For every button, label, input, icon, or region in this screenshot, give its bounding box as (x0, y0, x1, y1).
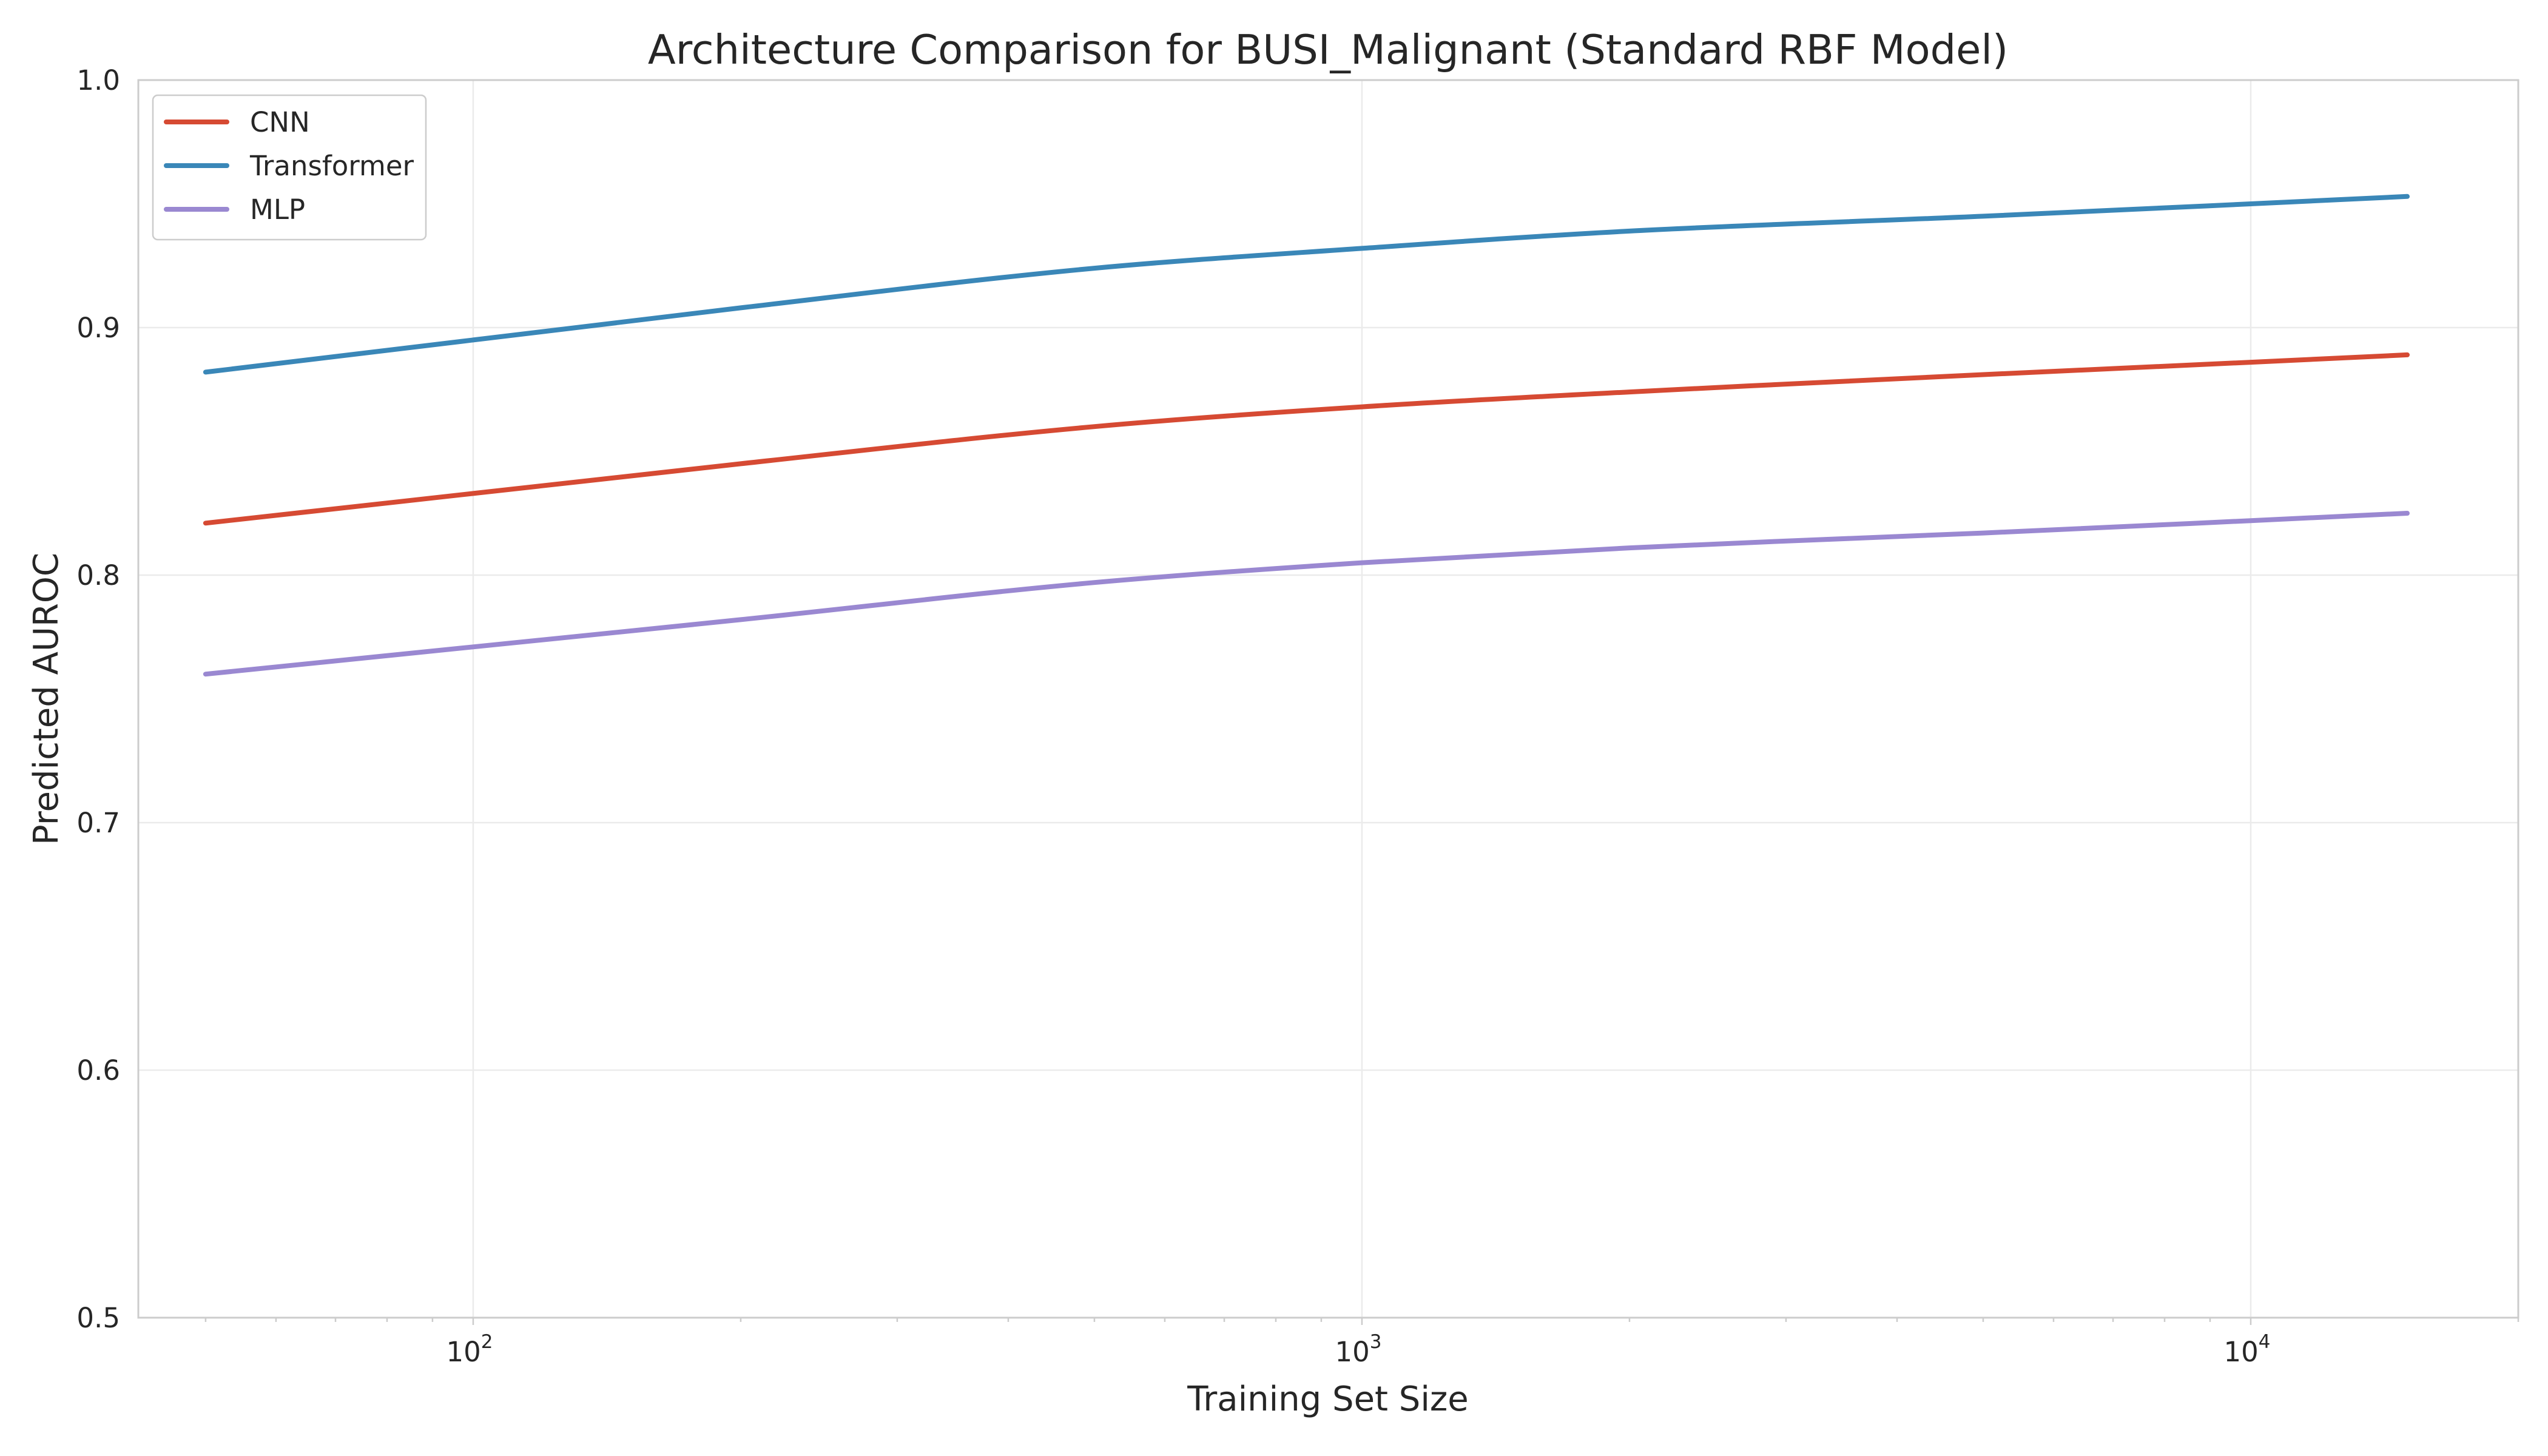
legend-label-transformer: Transformer (249, 150, 414, 182)
y-axis-label: Predicted AUROC (27, 553, 66, 845)
y-tick-label: 0.6 (76, 1054, 120, 1087)
legend-box (152, 94, 427, 241)
chart-title: Architecture Comparison for BUSI_Maligna… (648, 26, 2008, 73)
y-tick-label: 0.5 (76, 1302, 120, 1334)
x-tick-label: 104 (2223, 1331, 2270, 1368)
legend: CNN Transformer MLP (152, 94, 427, 241)
x-axis-label: Training Set Size (1187, 1380, 1468, 1419)
y-tick-label: 0.7 (76, 807, 120, 839)
series-line-mlp (203, 511, 2410, 677)
series-lines (203, 194, 2410, 677)
series-line-transformer (203, 194, 2410, 375)
legend-label-cnn: CNN (250, 106, 310, 138)
plot-frame (137, 79, 2519, 1319)
x-tick-label: 103 (1335, 1331, 1381, 1368)
y-tick-label: 1.0 (76, 64, 120, 96)
y-tick-label: 0.8 (76, 559, 120, 592)
series-line-cnn (203, 352, 2410, 526)
x-tick-label: 102 (446, 1331, 493, 1368)
axis-ticks: 0.5 0.6 0.7 0.8 0.9 1.0 102 103 104 (76, 64, 2519, 1368)
legend-label-mlp: MLP (250, 194, 305, 226)
y-tick-label: 0.9 (76, 312, 120, 344)
